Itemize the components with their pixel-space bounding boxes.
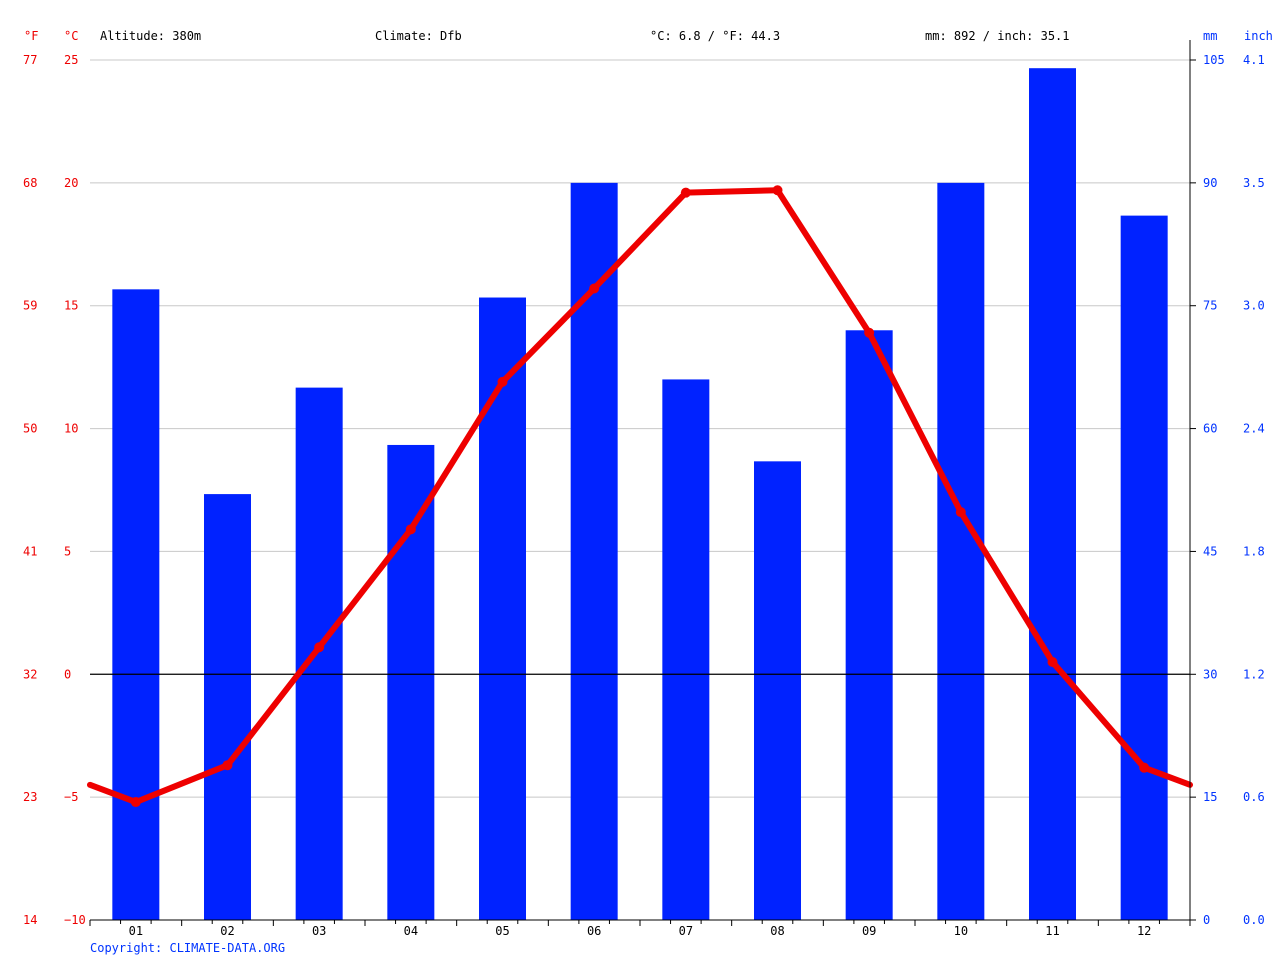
precipitation-bar	[295, 387, 343, 921]
inch-tick-label: 2.4	[1243, 422, 1265, 436]
inch-unit-label: inch	[1244, 29, 1273, 43]
precipitation-bar	[204, 494, 251, 920]
month-tick-label: 11	[1045, 924, 1059, 938]
month-tick-label: 10	[954, 924, 968, 938]
month-tick-label: 01	[129, 924, 143, 938]
temperature-point	[680, 187, 691, 198]
precipitation-bar	[754, 461, 801, 920]
fahrenheit-tick-label: 41	[23, 544, 37, 558]
precipitation-bar	[112, 289, 160, 920]
inch-tick-label: 3.5	[1243, 176, 1265, 190]
fahrenheit-tick-label: 68	[23, 176, 37, 190]
celsius-tick-label: 25	[64, 53, 78, 67]
temperature-point	[222, 760, 233, 771]
fahrenheit-tick-label: 23	[23, 790, 37, 804]
fahrenheit-tick-label: 32	[23, 667, 37, 681]
fahrenheit-tick-label: 77	[23, 53, 37, 67]
month-tick-label: 09	[862, 924, 876, 938]
inch-tick-label: 4.1	[1243, 53, 1265, 67]
chart-header: °F °C Altitude: 380m Climate: Dfb °C: 6.…	[24, 29, 1273, 43]
temperature-point	[589, 283, 600, 294]
altitude-label: Altitude: 380m	[100, 29, 201, 43]
copyright-text: Copyright: CLIMATE-DATA.ORG	[90, 941, 285, 955]
mm-tick-label: 75	[1203, 299, 1217, 313]
celsius-tick-label: 10	[64, 422, 78, 436]
temperature-point	[772, 185, 783, 196]
mm-tick-label: 45	[1203, 544, 1217, 558]
temperature-summary: °C: 6.8 / °F: 44.3	[650, 29, 780, 43]
inch-tick-label: 1.8	[1243, 544, 1265, 558]
tick-labels: −10−505101520251423324150596877015304560…	[23, 53, 1265, 938]
month-tick-label: 08	[770, 924, 784, 938]
axes	[89, 40, 1196, 926]
mm-tick-label: 15	[1203, 790, 1217, 804]
inch-tick-label: 3.0	[1243, 299, 1265, 313]
celsius-tick-label: −10	[64, 913, 86, 927]
temperature-point	[864, 327, 875, 338]
temperature-point	[130, 797, 141, 808]
precipitation-bar	[479, 297, 526, 920]
mm-tick-label: 105	[1203, 53, 1225, 67]
precipitation-bar	[937, 182, 985, 920]
month-tick-label: 06	[587, 924, 601, 938]
celsius-tick-label: 15	[64, 299, 78, 313]
inch-tick-label: 0.0	[1243, 913, 1265, 927]
celsius-unit-label: °C	[64, 29, 78, 43]
celsius-tick-label: 0	[64, 667, 71, 681]
fahrenheit-unit-label: °F	[24, 29, 38, 43]
celsius-tick-label: 5	[64, 544, 71, 558]
precipitation-bars	[112, 68, 1168, 921]
mm-tick-label: 30	[1203, 667, 1217, 681]
precipitation-bar	[387, 444, 435, 920]
month-tick-label: 04	[404, 924, 418, 938]
climate-label: Climate: Dfb	[375, 29, 462, 43]
temperature-line	[87, 185, 1193, 808]
temperature-polyline	[87, 187, 1193, 806]
fahrenheit-tick-label: 14	[23, 913, 37, 927]
celsius-tick-label: −5	[64, 790, 78, 804]
mm-tick-label: 60	[1203, 422, 1217, 436]
temperature-point	[955, 507, 966, 518]
precipitation-bar	[1029, 68, 1076, 920]
inch-tick-label: 0.6	[1243, 790, 1265, 804]
month-tick-label: 05	[495, 924, 509, 938]
month-tick-label: 02	[220, 924, 234, 938]
temperature-point	[497, 376, 508, 387]
precipitation-bar	[662, 379, 710, 920]
mm-unit-label: mm	[1203, 29, 1217, 43]
month-tick-label: 07	[679, 924, 693, 938]
grid-lines	[90, 59, 1190, 798]
mm-tick-label: 90	[1203, 176, 1217, 190]
precipitation-bar	[845, 330, 893, 920]
temperature-point	[1047, 657, 1058, 667]
precipitation-bar	[1120, 215, 1168, 921]
mm-tick-label: 0	[1203, 913, 1210, 927]
month-tick-label: 12	[1137, 924, 1151, 938]
temperature-point	[1139, 762, 1150, 773]
temperature-point	[405, 524, 416, 535]
inch-tick-label: 1.2	[1243, 667, 1265, 681]
fahrenheit-tick-label: 59	[23, 299, 37, 313]
celsius-tick-label: 20	[64, 176, 78, 190]
fahrenheit-tick-label: 50	[23, 422, 37, 436]
month-tick-label: 03	[312, 924, 326, 938]
temperature-point	[314, 642, 325, 653]
precipitation-summary: mm: 892 / inch: 35.1	[925, 29, 1070, 43]
